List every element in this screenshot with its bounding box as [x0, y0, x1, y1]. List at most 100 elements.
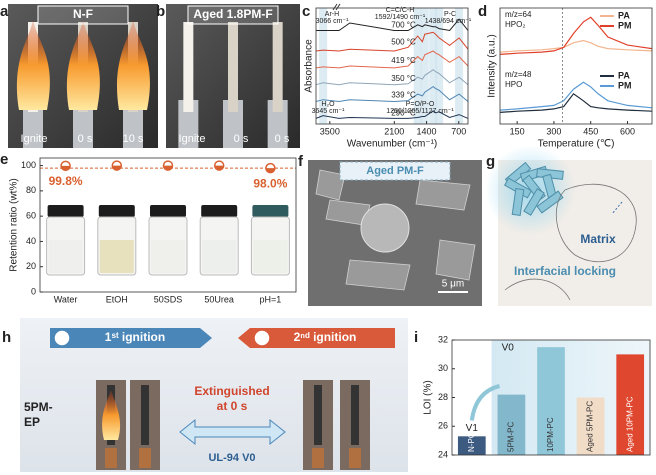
x-tick-label: Aged 5PM-PC [586, 401, 595, 452]
ms-line [499, 92, 653, 113]
value-label: 99.8% [49, 174, 83, 188]
x-tick-label: 700 [451, 126, 466, 136]
x-tick-label: 2100 [384, 126, 404, 136]
bar [457, 436, 486, 455]
series-label: 700 °C [391, 21, 416, 30]
matrix-outline [555, 183, 637, 263]
series-label: 350 °C [391, 74, 416, 83]
legend-label: PM [618, 20, 632, 30]
vial-cap [47, 205, 84, 217]
y-tick-label: 32 [438, 334, 448, 344]
x-tick-label: 50Urea [204, 294, 234, 304]
x-tick-label: 450 [583, 126, 598, 136]
crystal [536, 190, 564, 214]
series-label: 500 °C [391, 37, 416, 46]
photo-label: Ignite [21, 133, 48, 145]
y-tick-label: 26 [438, 421, 448, 431]
burner [105, 448, 117, 468]
spectrum-line [316, 18, 469, 32]
sample-strip [183, 22, 194, 112]
stage-label: 1ˢᵗ ignition [105, 330, 165, 344]
rating-label: V1 [466, 423, 479, 434]
y-axis-label: Retention ratio (wt%) [9, 178, 20, 271]
ms-line [499, 39, 653, 53]
sem-crystal [345, 259, 411, 291]
x-tick-label: 300 [546, 126, 561, 136]
vial-content [253, 240, 288, 273]
y-tick-label: 60 [26, 211, 36, 221]
plot-frame [451, 339, 651, 456]
band-shade [435, 8, 444, 124]
bar [537, 347, 565, 455]
x-tick-label: 50SDS [154, 294, 183, 304]
sample-label: EP [24, 415, 40, 429]
series-label: 339 °C [391, 91, 416, 100]
data-point-half [112, 165, 122, 171]
x-tick-label: N-PC [467, 432, 476, 452]
y-axis-label: Intensity (a.u.) [487, 34, 498, 97]
photo-label: 0 s [78, 133, 93, 145]
flame [116, 20, 150, 110]
y-tick-label: 30 [438, 363, 448, 373]
x-tick-label: 3500 [320, 126, 340, 136]
x-tick-label: Aged 10PM-PC [625, 396, 634, 452]
x-tick-label: 5PM-PC [507, 422, 516, 452]
bar [497, 394, 526, 455]
title-box [37, 5, 129, 25]
photo-title: Aged 1.8PM-F [193, 7, 272, 21]
crystal [523, 188, 545, 216]
panel-letter: i [414, 329, 418, 346]
schematic-label: Interfacial locking [514, 264, 616, 278]
photo-label: 10 s [123, 133, 144, 145]
legend-label: PM [618, 80, 632, 90]
flame [66, 20, 100, 110]
spectrum-line [315, 69, 469, 86]
panel-letter: f [298, 153, 304, 170]
photo-label: Ignite [179, 133, 206, 145]
spectrum-line [315, 31, 469, 52]
x-tick-label: 1400 [417, 126, 437, 136]
burner [312, 448, 324, 468]
y-tick-label: 40 [26, 236, 36, 246]
panel-letter: c [302, 3, 310, 20]
annotation: C=C/C-H [386, 7, 415, 14]
rating-label: UL-94 V0 [208, 452, 255, 464]
spectrum-line [315, 110, 469, 119]
panel-letter: h [2, 329, 11, 346]
data-point-half [214, 165, 224, 171]
clock-icon [53, 329, 71, 347]
flame [102, 390, 121, 440]
value-label: 98.0% [253, 176, 287, 190]
y-tick-label: 28 [438, 392, 448, 402]
bar [576, 397, 605, 455]
vial-cap [201, 205, 238, 217]
x-tick-label: EtOH [106, 294, 128, 304]
vial-content [202, 240, 237, 273]
annotation: 1438/694 cm⁻¹ [425, 18, 472, 25]
spectrum-line [315, 85, 469, 103]
photo-title: N-F [73, 7, 93, 21]
schematic-label: Matrix [580, 232, 616, 246]
y-tick-label: 80 [26, 185, 36, 195]
data-point-half [61, 165, 71, 171]
axis-break [332, 3, 338, 11]
annotation: 1592/1490 cm⁻¹ [375, 14, 426, 21]
x-tick-label: pH=1 [260, 294, 282, 304]
panel-letter: g [486, 153, 495, 170]
matrix-outline [504, 278, 571, 301]
group-label: m/z=48 [505, 70, 532, 79]
flame [16, 20, 50, 110]
vial-content [99, 240, 134, 273]
x-tick-label: 10PM-PC [546, 417, 555, 452]
banner [238, 328, 395, 348]
legend-label: PA [618, 70, 630, 80]
band-shade [429, 8, 438, 124]
band-shade [413, 8, 422, 124]
band-shade [319, 8, 328, 124]
annotation: 3645 cm⁻¹ [312, 108, 346, 115]
group-label: m/z=64 [505, 10, 532, 19]
annotation: H₂O [321, 101, 335, 108]
sample-strip [272, 22, 283, 112]
